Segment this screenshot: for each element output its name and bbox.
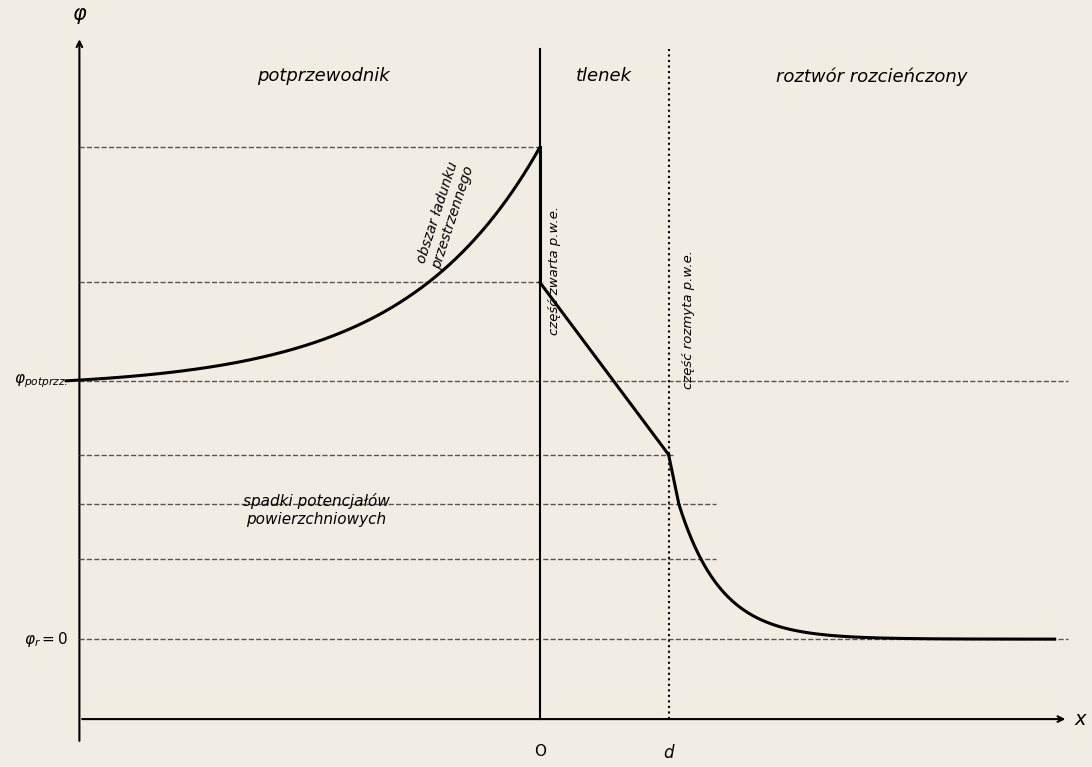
Text: część zwarta p.w.e.: część zwarta p.w.e.	[548, 206, 561, 334]
Text: tlenek: tlenek	[575, 67, 631, 85]
Text: O: O	[534, 744, 546, 759]
Text: $\varphi_r=0$: $\varphi_r=0$	[24, 630, 69, 649]
Text: x: x	[1075, 709, 1087, 729]
Text: spadki potencjałów
powierzchniowych: spadki potencjałów powierzchniowych	[244, 493, 390, 527]
Text: roztwór rozcieńczony: roztwór rozcieńczony	[776, 67, 968, 86]
Text: φ: φ	[72, 4, 86, 25]
Text: d: d	[663, 744, 674, 762]
Text: część rozmyta p.w.e.: część rozmyta p.w.e.	[682, 250, 696, 389]
Text: potprzewodnik: potprzewodnik	[257, 67, 390, 85]
Text: $\varphi_{potprzz.}$: $\varphi_{potprzz.}$	[14, 372, 69, 390]
Text: obszar ładunku
przestrzennego: obszar ładunku przestrzennego	[414, 159, 476, 271]
